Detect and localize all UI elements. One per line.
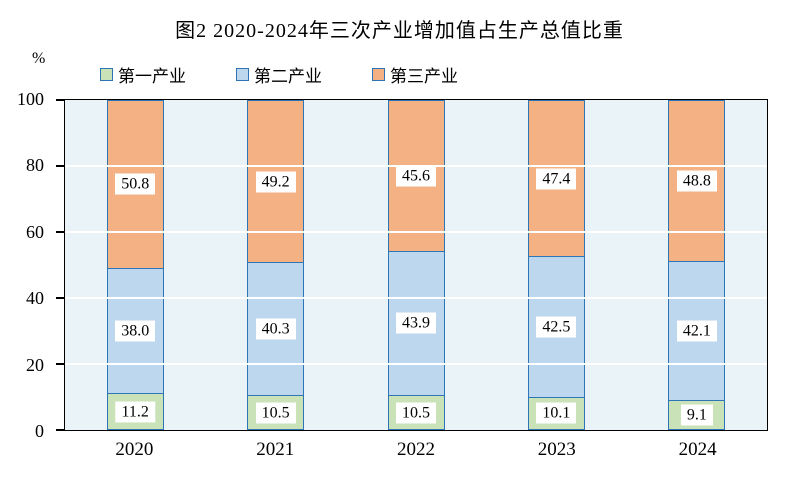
legend-item: 第一产业	[100, 62, 186, 87]
bar-segment: 49.2	[247, 100, 305, 263]
y-tick-label: 100	[17, 89, 44, 109]
bar-segment: 10.5	[387, 395, 445, 430]
data-label: 42.5	[536, 316, 577, 338]
bar-column: 10.1 42.5 47.4	[486, 100, 626, 430]
data-label: 40.3	[255, 318, 296, 340]
y-tick-mark	[56, 165, 65, 167]
bar-segment: 42.5	[527, 256, 585, 397]
bar-column: 9.1 42.1 48.8	[627, 100, 767, 430]
gridline	[65, 231, 767, 233]
y-tick-mark	[56, 231, 65, 233]
legend-label: 第一产业	[118, 67, 186, 86]
legend: 第一产业 第二产业 第三产业	[100, 62, 458, 87]
bar-column: 10.5 43.9 45.6	[346, 100, 486, 430]
legend-swatch-icon	[236, 68, 249, 81]
gridline	[65, 297, 767, 299]
bar-column: 11.2 38.0 50.8	[65, 100, 205, 430]
bar-segment: 43.9	[387, 250, 445, 396]
y-tick-mark	[56, 363, 65, 365]
legend-label: 第三产业	[390, 67, 458, 86]
data-label: 49.2	[255, 171, 296, 193]
data-label: 48.8	[676, 170, 717, 192]
legend-label: 第二产业	[254, 67, 322, 86]
chart-title: 图2 2020-2024年三次产业增加值占生产总值比重	[175, 20, 624, 42]
bar-segment: 10.5	[247, 395, 305, 430]
stacked-bar-2022: 10.5 43.9 45.6	[387, 100, 445, 430]
data-label: 50.8	[115, 173, 156, 195]
legend-item: 第三产业	[372, 62, 458, 87]
y-axis-unit-label: %	[32, 50, 46, 67]
bar-segment: 40.3	[247, 262, 305, 396]
bar-column: 10.5 40.3 49.2	[205, 100, 345, 430]
y-tick-label: 20	[26, 354, 44, 375]
bars-container: 11.2 38.0 50.8 10.5 40.3 49.2 10.5 43.9 45.6 10.1…	[65, 100, 767, 430]
gridline	[65, 165, 767, 167]
stacked-bar-2021: 10.5 40.3 49.2	[247, 100, 305, 430]
data-label: 38.0	[115, 320, 156, 342]
data-label: 10.5	[255, 402, 296, 424]
data-label: 45.6	[396, 165, 437, 187]
x-tick-label: 2023	[537, 439, 576, 460]
bar-segment: 11.2	[106, 393, 164, 430]
y-tick-label: 40	[26, 288, 44, 309]
y-tick-label: 60	[26, 221, 44, 242]
bar-segment: 50.8	[106, 100, 164, 268]
y-tick-mark	[56, 99, 65, 101]
stacked-bar-2020: 11.2 38.0 50.8	[106, 100, 164, 430]
x-tick-label: 2021	[256, 439, 295, 460]
x-axis-labels: 2020 2021 2022 2023 2024	[64, 439, 768, 461]
bar-segment: 9.1	[668, 399, 726, 430]
data-label: 43.9	[396, 312, 437, 334]
bar-segment: 10.1	[527, 396, 585, 430]
legend-swatch-icon	[100, 68, 113, 81]
data-label: 10.5	[396, 402, 437, 424]
x-tick-label: 2020	[115, 439, 154, 460]
y-tick-mark	[56, 297, 65, 299]
bar-segment: 47.4	[527, 100, 585, 257]
bar-segment: 48.8	[668, 100, 726, 262]
bar-segment: 42.1	[668, 261, 726, 400]
bar-segment: 38.0	[106, 267, 164, 394]
data-label: 10.1	[536, 402, 577, 424]
x-tick-label: 2024	[678, 439, 717, 460]
gridline	[65, 363, 767, 365]
x-tick-label: 2022	[396, 439, 435, 460]
data-label: 47.4	[536, 168, 577, 190]
y-tick-mark	[56, 429, 65, 431]
stacked-bar-2023: 10.1 42.5 47.4	[527, 100, 585, 430]
legend-swatch-icon	[372, 68, 385, 81]
y-tick-label: 0	[35, 421, 44, 441]
plot-area: 11.2 38.0 50.8 10.5 40.3 49.2 10.5 43.9 45.6 10.1…	[56, 99, 768, 431]
data-label: 42.1	[676, 320, 717, 342]
stacked-bar-2024: 9.1 42.1 48.8	[668, 100, 726, 430]
data-label: 11.2	[115, 401, 155, 423]
y-axis-labels: 0 20 40 60 80 100	[0, 89, 54, 441]
legend-item: 第二产业	[236, 62, 322, 87]
data-label: 9.1	[680, 404, 713, 426]
bar-segment: 45.6	[387, 100, 445, 251]
y-tick-label: 80	[26, 155, 44, 176]
